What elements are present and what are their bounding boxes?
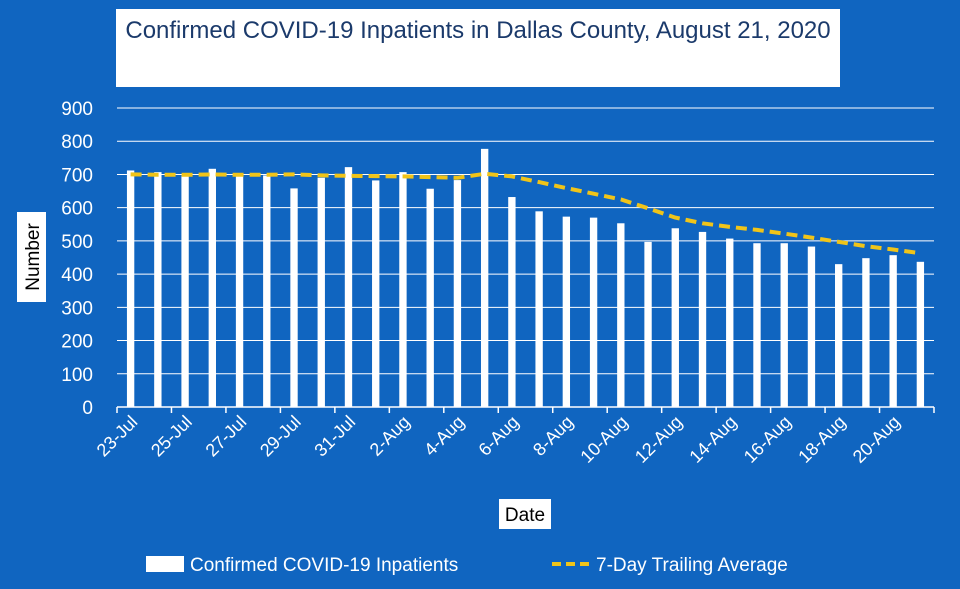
y-tick-label: 700: [61, 165, 93, 186]
x-tick-label: 8-Aug: [529, 412, 577, 460]
bar: [154, 172, 162, 407]
bar: [644, 241, 652, 407]
legend-bar-label: Confirmed COVID-19 Inpatients: [190, 555, 458, 576]
y-tick-label: 400: [61, 265, 93, 286]
gridlines: [117, 107, 934, 375]
x-tick-label: 27-Jul: [202, 412, 251, 461]
x-tick-label: 2-Aug: [366, 412, 414, 460]
x-tick-label: 6-Aug: [475, 412, 523, 460]
x-axis-title-box: [499, 499, 551, 529]
y-axis-title-text: Number: [23, 223, 44, 291]
x-tick-label: 20-Aug: [849, 412, 904, 467]
y-tick-label: 500: [61, 232, 93, 253]
y-tick-labels: 0 100 200 300 400 500 600 700 800 900: [61, 99, 93, 419]
bar: [671, 228, 679, 407]
y-tick-label: 300: [61, 298, 93, 319]
y-axis-title-box: [17, 212, 46, 302]
x-axis-title: Date: [499, 499, 551, 529]
axes: [116, 406, 935, 413]
bar: [235, 175, 244, 407]
bar: [317, 177, 325, 407]
trend-line-layer: [130, 171, 921, 256]
x-tick-label: 31-Jul: [310, 412, 359, 461]
bar: [263, 175, 271, 407]
bar: [617, 223, 625, 407]
chart-title: Confirmed COVID-19 Inpatients in Dallas …: [116, 9, 840, 87]
x-tick-label: 12-Aug: [631, 412, 686, 467]
y-tick-label: 100: [61, 365, 93, 386]
bar: [453, 180, 462, 407]
x-axis-title-text: Date: [505, 505, 545, 526]
bars: [126, 148, 925, 407]
y-tick-label: 200: [61, 332, 93, 353]
bar: [780, 243, 788, 407]
bar: [562, 216, 571, 407]
bar: [399, 172, 407, 407]
x-tick-label: 14-Aug: [685, 412, 740, 467]
x-tick-label: 10-Aug: [576, 412, 631, 467]
legend-line-label: 7-Day Trailing Average: [596, 555, 788, 576]
bar: [426, 188, 434, 407]
bar: [589, 217, 598, 407]
bar: [835, 264, 843, 407]
trend-line: [130, 171, 921, 256]
bar: [508, 197, 516, 407]
bar: [208, 168, 216, 407]
bar: [535, 211, 543, 407]
bar: [181, 175, 189, 407]
legend: Confirmed COVID-19 Inpatients 7-Day Trai…: [146, 555, 788, 576]
y-tick-label: 800: [61, 132, 93, 153]
y-tick-label: 900: [61, 99, 93, 120]
x-tick-label: 18-Aug: [794, 412, 849, 467]
x-tick-label: 29-Jul: [256, 412, 305, 461]
bar: [807, 246, 816, 407]
bar: [372, 180, 380, 407]
bar: [889, 255, 897, 407]
x-tick-labels: 23-Jul 25-Jul 27-Jul 29-Jul 31-Jul 2-Aug 4-Aug…: [93, 412, 904, 467]
x-tick-label: 23-Jul: [93, 412, 142, 461]
x-tick-label: 16-Aug: [740, 412, 795, 467]
bar: [698, 231, 707, 407]
bar: [126, 170, 135, 407]
bar: [726, 238, 734, 407]
x-tick-label: 25-Jul: [147, 412, 196, 461]
bar: [862, 258, 870, 407]
bar: [480, 148, 489, 407]
bar: [753, 243, 761, 407]
bar: [290, 188, 298, 407]
legend-bar-swatch: [146, 556, 184, 572]
x-tick-label: 4-Aug: [420, 412, 468, 460]
y-axis-title: Number: [17, 212, 46, 302]
bar: [916, 261, 925, 407]
y-tick-label: 0: [82, 398, 93, 419]
bar: [344, 167, 353, 407]
y-tick-label: 600: [61, 199, 93, 220]
